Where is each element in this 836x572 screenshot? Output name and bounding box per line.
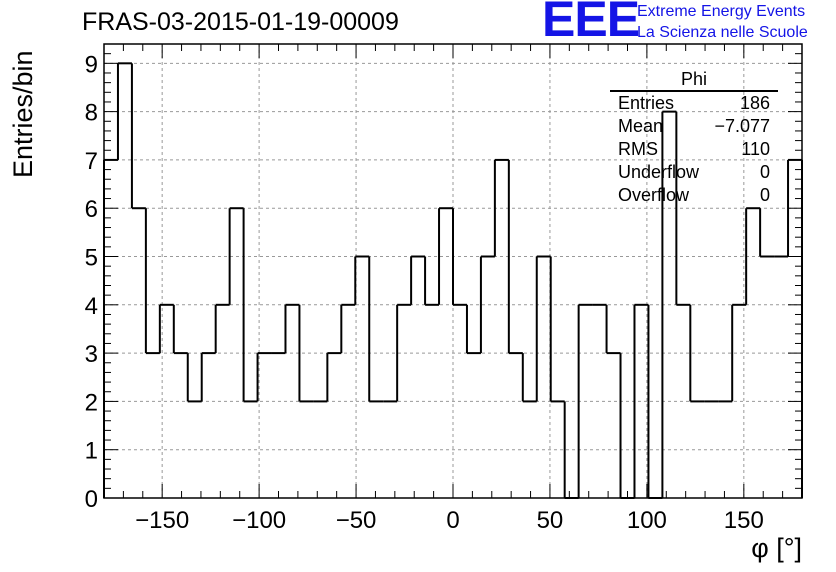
y-tick-label: 9: [85, 51, 98, 78]
eee-logo: EEE: [542, 0, 640, 47]
y-tick-label: 4: [85, 293, 98, 320]
stats-label: Overflow: [618, 185, 690, 205]
y-tick-label: 6: [85, 196, 98, 223]
x-axis-label: φ [°]: [751, 533, 802, 563]
x-tick-label: −100: [232, 507, 286, 534]
stats-row-entries: Entries 186: [610, 92, 778, 115]
stats-row-rms: RMS 110: [610, 138, 778, 161]
logo-line-2: La Scienza nelle Scuole: [637, 24, 808, 41]
stats-row-underflow: Underflow 0: [610, 161, 778, 184]
x-tick-label: −50: [336, 507, 377, 534]
y-tick-label: 7: [85, 148, 98, 175]
stats-row-overflow: Overflow 0: [610, 184, 778, 207]
logo-line-1: Extreme Energy Events: [637, 3, 806, 20]
y-tick-label: 2: [85, 389, 98, 416]
y-tick-label: 5: [85, 245, 98, 272]
stats-label: Mean: [618, 116, 664, 136]
stats-value: 110: [741, 139, 770, 159]
x-tick-label: 100: [627, 507, 667, 534]
y-tick-label: 8: [85, 100, 98, 127]
stats-box: Phi Entries 186 Mean −7.077 RMS 110 Unde…: [610, 68, 778, 207]
stats-value: 0: [759, 162, 770, 182]
y-tick-label: 3: [85, 341, 98, 368]
stats-label: RMS: [618, 139, 658, 159]
y-tick-label: 0: [85, 486, 98, 513]
stats-title: Phi: [610, 68, 778, 92]
stats-label: Entries: [618, 93, 675, 113]
stats-row-mean: Mean −7.077: [610, 115, 778, 138]
y-tick-label: 1: [85, 438, 98, 465]
stats-value: −7.077: [714, 116, 770, 136]
x-tick-label: 50: [537, 507, 564, 534]
stats-value: 186: [739, 93, 770, 113]
x-tick-label: 150: [724, 507, 764, 534]
stats-label: Underflow: [618, 162, 700, 182]
x-tick-label: −150: [135, 507, 189, 534]
chart-title: FRAS-03-2015-01-19-00009: [82, 8, 399, 36]
x-tick-label: 0: [446, 507, 459, 534]
stats-value: 0: [759, 185, 770, 205]
